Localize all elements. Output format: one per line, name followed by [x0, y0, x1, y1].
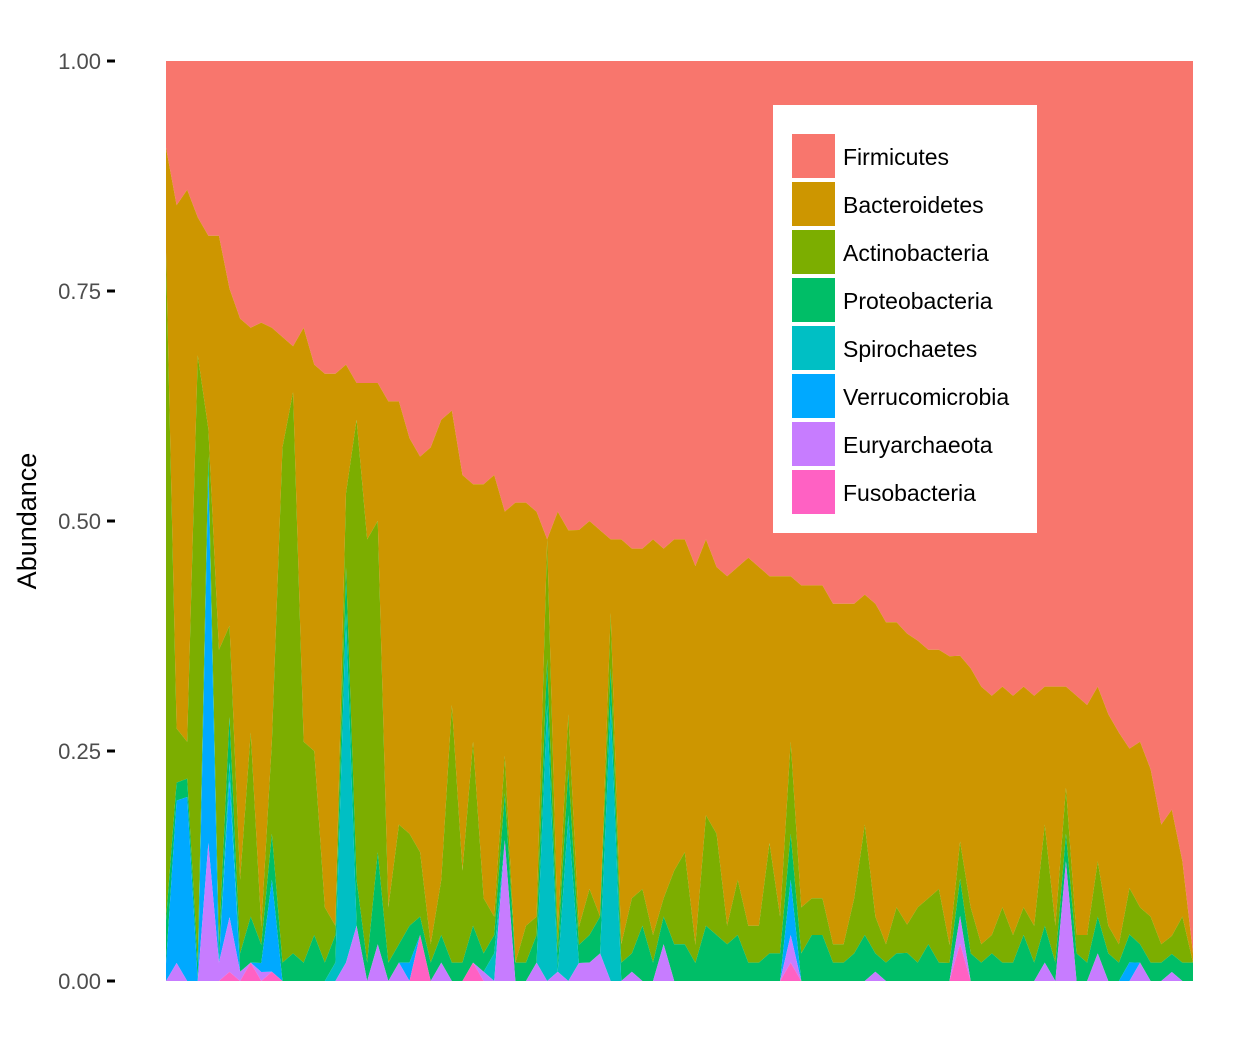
- y-axis-title: Abundance: [12, 453, 42, 590]
- legend-key-fusobacteria: [790, 468, 837, 516]
- legend-label-actinobacteria: Actinobacteria: [843, 240, 989, 266]
- legend-label-bacteroidetes: Bacteroidetes: [843, 192, 984, 218]
- legend-key-bacteroidetes: [790, 180, 837, 228]
- legend: Firmicutes Bacteroidetes Actinobacteria Pro…: [773, 105, 1037, 533]
- legend-label-euryarchaeota: Euryarchaeota: [843, 432, 993, 458]
- legend-key-firmicutes: [790, 132, 837, 180]
- legend-label-fusobacteria: Fusobacteria: [843, 480, 976, 506]
- y-axis: 0.00 0.25 0.50 0.75 1.00: [58, 49, 115, 994]
- legend-key-actinobacteria: [790, 228, 837, 276]
- y-tick-label: 0.50: [58, 509, 101, 534]
- plot-area: [166, 61, 1193, 982]
- legend-label-spirochaetes: Spirochaetes: [843, 336, 977, 362]
- area-actinobacteria: [166, 251, 1193, 963]
- legend-label-firmicutes: Firmicutes: [843, 144, 949, 170]
- legend-key-verrucomicrobia: [790, 372, 837, 420]
- area-fusobacteria: [166, 935, 1193, 981]
- legend-label-verrucomicrobia: Verrucomicrobia: [843, 384, 1009, 410]
- y-tick-label: 0.75: [58, 279, 101, 304]
- legend-key-spirochaetes: [790, 324, 837, 372]
- area-verrucomicrobia: [166, 475, 1193, 981]
- y-tick-label: 1.00: [58, 49, 101, 74]
- area-bacteroidetes: [166, 147, 1193, 963]
- legend-key-proteobacteria: [790, 276, 837, 324]
- legend-key-euryarchaeota: [790, 420, 837, 468]
- y-tick-label: 0.25: [58, 739, 101, 764]
- legend-label-proteobacteria: Proteobacteria: [843, 288, 993, 314]
- y-tick-label: 0.00: [58, 969, 101, 994]
